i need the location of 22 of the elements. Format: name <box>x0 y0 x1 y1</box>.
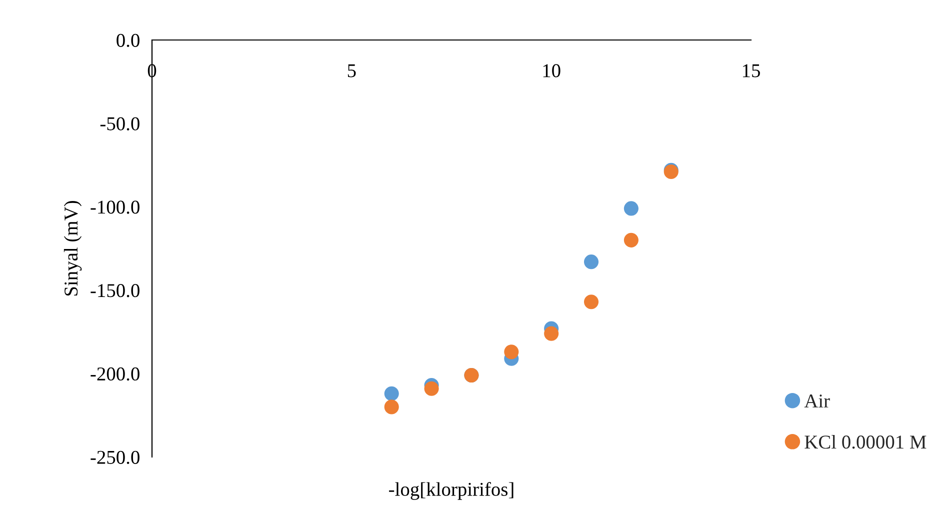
point <box>384 386 399 401</box>
point <box>544 326 559 341</box>
point <box>624 232 638 248</box>
x-tick-label: 15 <box>742 64 760 78</box>
y-tick-label: 0.0 <box>116 34 140 48</box>
point <box>584 254 599 270</box>
y-tick-label: -100.0 <box>90 200 140 214</box>
x-tick-label: 5 <box>348 64 356 78</box>
point <box>424 381 439 396</box>
x-axis-title: -log[klorpirifos] <box>389 482 514 500</box>
legend-label: KCl 0.00001 M <box>804 434 926 449</box>
x-tick-label: 10 <box>543 64 560 78</box>
y-tick-label: -150.0 <box>90 284 140 298</box>
y-axis-title: Sinyal (mV) <box>64 201 82 296</box>
y-tick-label: -200.0 <box>90 367 140 381</box>
legend-label: Air <box>804 394 830 408</box>
y-tick-label: -250.0 <box>90 450 140 464</box>
y-tick-label: -50.0 <box>100 117 140 130</box>
point <box>504 344 519 360</box>
point <box>624 201 638 216</box>
point <box>384 400 399 414</box>
point <box>584 294 599 310</box>
